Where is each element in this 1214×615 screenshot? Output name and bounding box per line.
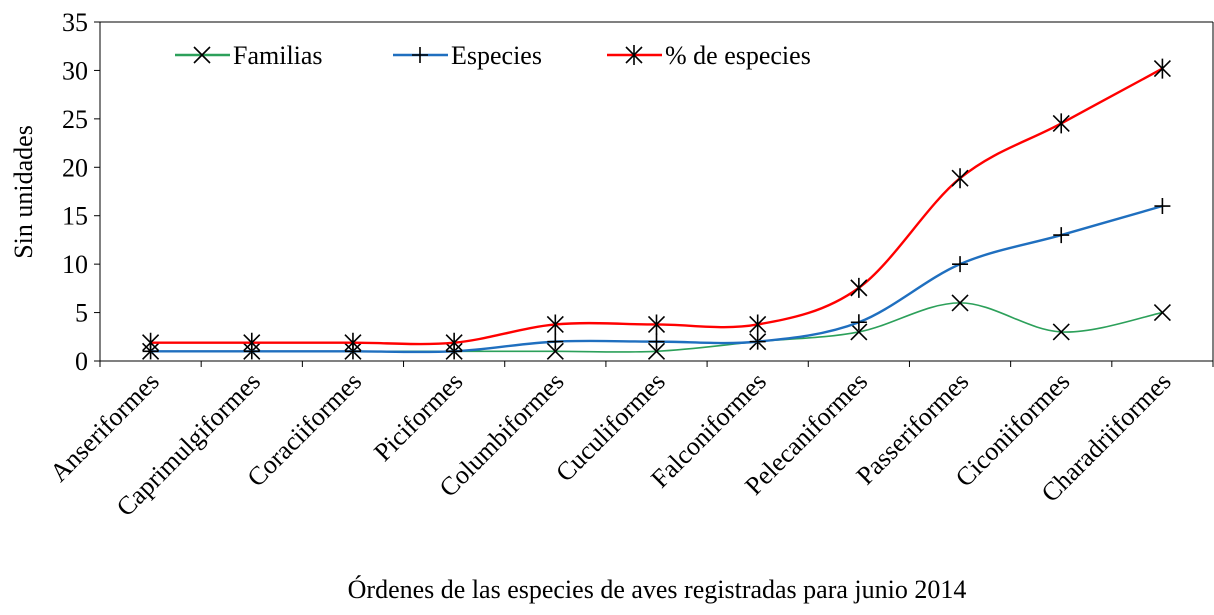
y-tick-label: 30 xyxy=(62,56,88,85)
point-marker xyxy=(1052,323,1070,341)
point-marker xyxy=(749,314,767,335)
y-tick-label: 25 xyxy=(62,105,88,134)
point-marker xyxy=(951,168,969,189)
point-marker xyxy=(547,333,564,350)
point-marker xyxy=(1053,227,1070,244)
legend-marker xyxy=(625,45,643,65)
y-tick-label: 5 xyxy=(75,299,88,328)
point-marker xyxy=(344,332,362,353)
point-marker xyxy=(647,314,666,335)
legend-label: Especies xyxy=(451,41,542,70)
series-line xyxy=(150,67,1163,346)
point-marker xyxy=(546,342,564,360)
point-marker xyxy=(951,294,969,312)
y-axis-label: Sin unidades xyxy=(9,125,38,259)
point-marker xyxy=(647,342,666,360)
legend-label: % de especies xyxy=(665,41,811,70)
point-marker xyxy=(1052,113,1070,134)
point-marker xyxy=(749,333,766,350)
y-tick-label: 10 xyxy=(62,250,88,279)
point-marker xyxy=(546,314,564,335)
y-tick-label: 20 xyxy=(62,153,88,182)
y-tick-label: 15 xyxy=(62,202,88,231)
x-axis-label: Órdenes de las especies de aves registra… xyxy=(348,575,967,604)
point-marker xyxy=(952,256,969,273)
legend-marker xyxy=(412,47,428,63)
x-tick-label: Piciformes xyxy=(368,367,468,467)
point-marker xyxy=(850,323,868,341)
point-marker xyxy=(850,277,868,298)
y-tick-label: 0 xyxy=(75,347,88,376)
point-marker xyxy=(142,332,160,353)
y-tick-label: 35 xyxy=(62,8,88,37)
point-marker xyxy=(445,332,463,353)
point-marker xyxy=(1153,58,1171,79)
point-marker xyxy=(1153,304,1171,322)
point-marker xyxy=(850,314,867,331)
legend-marker xyxy=(193,46,211,64)
point-marker xyxy=(648,333,665,350)
point-marker xyxy=(1154,198,1171,215)
legend-label: Familias xyxy=(233,41,323,70)
point-marker xyxy=(243,332,261,353)
